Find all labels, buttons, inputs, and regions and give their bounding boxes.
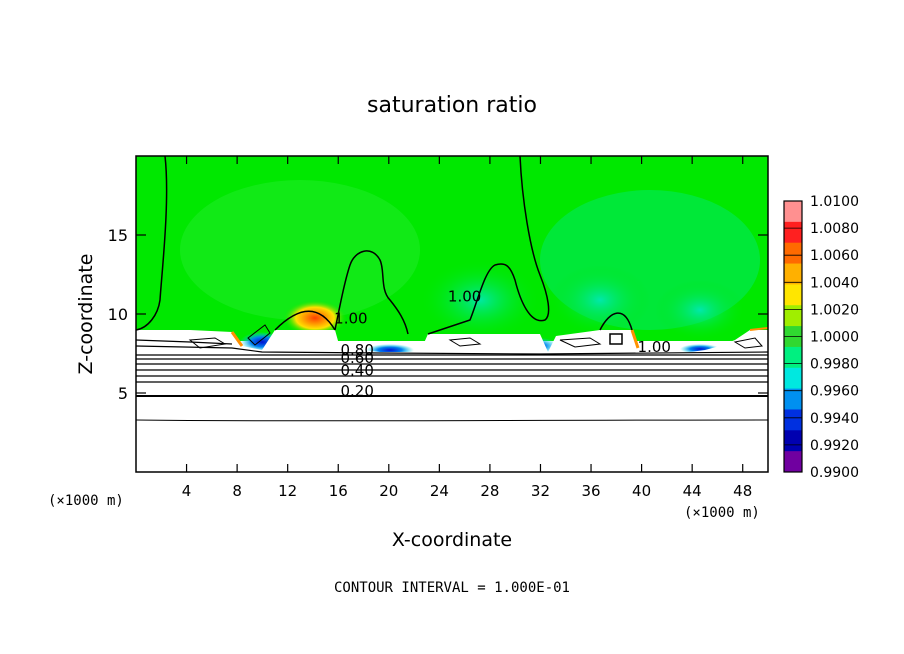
colorbar-label: 0.9960: [810, 384, 859, 400]
contour-labels: 1.00 1.00 1.00 0.800.600.40 0.20: [334, 287, 671, 400]
colorbar-label: 0.9980: [810, 357, 859, 373]
x-tick-label: 44: [683, 482, 702, 500]
x-tick-label: 8: [232, 482, 242, 500]
contour-label: 1.00: [638, 338, 671, 356]
x-tick-label: 12: [278, 482, 297, 500]
x-tick-label: 24: [430, 482, 449, 500]
y-axis: 5 10 15: [108, 226, 768, 403]
colorbar-label: 0.9940: [810, 411, 859, 427]
x-tick-label: 48: [733, 482, 752, 500]
colorbar-label: 0.9900: [810, 465, 859, 481]
y-axis-label: Z-coordinate: [75, 254, 97, 375]
contour-interval-footer: CONTOUR INTERVAL = 1.000E-01: [334, 580, 570, 596]
y-tick-label: 15: [108, 226, 128, 245]
colorbar-label: 1.0100: [810, 194, 859, 210]
x-tick-label: 36: [581, 482, 600, 500]
x-axis: 4 8 12 16 20 24 28 32 36 40 44 48: [182, 156, 752, 500]
x-axis-label: X-coordinate: [392, 529, 512, 551]
saturation-field-lower: [136, 330, 768, 472]
x-tick-label: 32: [531, 482, 550, 500]
colorbar-swatch: [784, 263, 802, 285]
colorbar-swatch: [784, 201, 802, 223]
contour-label: 1.00: [448, 287, 481, 305]
colorbar-label: 0.9920: [810, 438, 859, 454]
colorbar-swatch: [784, 346, 802, 369]
colorbar-swatch: [784, 221, 802, 244]
x-unit-right: (×1000 m): [684, 505, 760, 521]
contour-label: 0.60: [340, 349, 373, 367]
colorbar-label: 1.0060: [810, 248, 859, 264]
x-unit-left: (×1000 m): [48, 493, 124, 509]
colorbar-swatch: [784, 430, 802, 452]
colorbar-label: 1.0080: [810, 221, 859, 237]
colorbar-swatch: [784, 388, 802, 410]
contour-label: 1.00: [334, 309, 367, 327]
y-tick-label: 10: [108, 305, 128, 324]
colorbar: 1.0100 1.0080 1.0060 1.0040 1.0020 1.0000 0.99…: [783, 194, 859, 481]
contour-label: 0.80: [340, 341, 373, 359]
y-tick-label: 5: [118, 384, 128, 403]
colorbar-swatch: [784, 409, 802, 431]
colorbar-label: 1.0040: [810, 275, 859, 291]
contour-lines: [136, 156, 768, 422]
contour-label: 0.40: [340, 362, 373, 380]
x-tick-label: 4: [182, 482, 192, 500]
contour-label: 0.20: [340, 382, 373, 400]
colorbar-label: 1.0000: [810, 330, 859, 346]
colorbar-swatch: [784, 305, 802, 327]
plot-field: [136, 156, 768, 472]
colorbar-swatch: [784, 242, 802, 265]
x-tick-label: 28: [480, 482, 499, 500]
colorbar-swatch: [784, 284, 802, 306]
colorbar-label: 1.0020: [810, 302, 859, 318]
colorbar-swatch: [784, 367, 802, 390]
supersaturated-region: [283, 300, 347, 336]
chart-title: saturation ratio: [367, 93, 537, 118]
colorbar-swatch: [784, 451, 802, 473]
x-tick-label: 40: [632, 482, 651, 500]
x-tick-label: 20: [379, 482, 398, 500]
x-tick-label: 16: [329, 482, 348, 500]
